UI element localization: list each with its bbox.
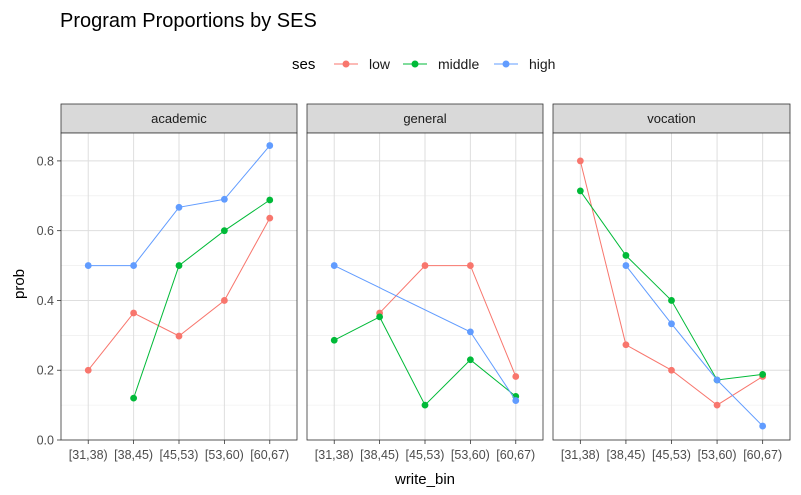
data-point-low-vocation-2	[668, 366, 675, 374]
strip-label-vocation: vocation	[647, 111, 695, 126]
data-point-high-vocation-4	[759, 422, 767, 430]
data-point-low-general-4	[512, 373, 520, 380]
data-point-high-vocation-1	[622, 262, 630, 269]
data-point-middle-general-0	[330, 336, 338, 344]
data-point-low-vocation-1	[622, 341, 630, 349]
y-tick-label-1: 0.2	[37, 364, 54, 378]
data-point-high-vocation-3	[713, 376, 721, 384]
x-tick-label-academic-0: [31,38)	[69, 448, 108, 462]
data-point-high-academic-4	[266, 142, 274, 149]
legend-item-high: high	[494, 56, 555, 72]
x-tick-label-academic-4: [60,67)	[250, 448, 289, 462]
x-tick-label-general-2: [45,53)	[406, 448, 445, 462]
data-point-low-academic-2	[175, 332, 183, 340]
facet-panels: academic [31,38) [38,45) [45,53) [53,60) [60,…	[60, 103, 791, 462]
legend-label-low: low	[369, 56, 391, 72]
series-line-high-vocation	[625, 265, 764, 427]
strip-vocation	[552, 103, 791, 134]
legend: ses low middle high	[292, 56, 555, 73]
legend-key-point-middle	[411, 60, 419, 68]
legend-title: ses	[292, 56, 315, 73]
strip-label-general: general	[403, 111, 446, 126]
data-point-middle-academic-2	[175, 262, 183, 269]
y-tick-label-4: 0.8	[37, 154, 54, 168]
chart-title: Program Proportions by SES	[60, 10, 317, 32]
data-point-low-academic-4	[266, 214, 274, 222]
data-point-low-vocation-3	[713, 401, 721, 409]
data-point-low-general-3	[466, 262, 474, 269]
x-axis-title: write_bin	[394, 471, 455, 488]
series-line-low-general	[379, 265, 517, 377]
y-axis-title: prob	[11, 269, 28, 299]
data-point-high-general-3	[466, 328, 474, 336]
data-point-high-general-0	[330, 262, 338, 269]
data-point-middle-general-1	[376, 313, 384, 321]
x-tick-label-general-4: [60,67)	[496, 448, 535, 462]
data-point-middle-academic-3	[220, 227, 228, 235]
data-point-high-academic-0	[84, 262, 92, 269]
data-point-middle-academic-1	[130, 394, 138, 402]
x-tick-label-vocation-1: [38,45)	[606, 448, 645, 462]
data-point-low-vocation-0	[576, 157, 584, 165]
data-point-high-academic-3	[220, 195, 228, 203]
panel-vocation: vocation [31,38) [38,45) [45,53) [53,60) [60,…	[552, 103, 791, 462]
x-tick-label-vocation-3: [53,60)	[698, 448, 737, 462]
data-point-middle-general-3	[466, 356, 474, 364]
x-tick-label-academic-1: [38,45)	[114, 448, 153, 462]
data-point-low-academic-0	[84, 366, 92, 374]
panel-general: general [31,38) [38,45) [45,53) [53,60) [60,6…	[306, 103, 544, 462]
data-point-low-general-2	[421, 262, 429, 269]
strip-academic	[60, 103, 298, 134]
series-line-middle-academic	[133, 199, 271, 399]
x-tick-label-academic-3: [53,60)	[205, 448, 244, 462]
y-tick-label-2: 0.4	[37, 294, 54, 308]
x-tick-label-vocation-2: [45,53)	[652, 448, 691, 462]
data-point-low-academic-3	[220, 297, 228, 304]
y-axis: 0.0 0.2 0.4 0.6 0.8	[37, 154, 61, 448]
legend-item-low: low	[334, 56, 391, 72]
panel-academic: academic [31,38) [38,45) [45,53) [53,60) [60,…	[60, 103, 298, 462]
legend-label-high: high	[529, 56, 555, 72]
x-tick-label-vocation-4: [60,67)	[743, 448, 782, 462]
data-point-middle-academic-4	[266, 196, 274, 204]
x-tick-label-general-3: [53,60)	[451, 448, 490, 462]
data-point-middle-vocation-0	[576, 187, 584, 195]
y-tick-label-3: 0.6	[37, 224, 54, 238]
data-point-middle-vocation-1	[622, 252, 630, 259]
data-point-middle-general-2	[421, 401, 429, 409]
data-point-middle-vocation-4	[759, 371, 767, 378]
data-point-middle-vocation-2	[668, 297, 675, 304]
y-tick-label-0: 0.0	[37, 434, 54, 448]
x-tick-label-general-1: [38,45)	[360, 448, 399, 462]
x-tick-label-academic-2: [45,53)	[160, 448, 199, 462]
legend-key-point-low	[342, 60, 350, 68]
strip-label-academic: academic	[151, 111, 207, 126]
data-point-high-academic-1	[130, 262, 138, 269]
x-tick-label-vocation-0: [31,38)	[561, 448, 600, 462]
x-tick-label-general-0: [31,38)	[315, 448, 354, 462]
data-point-high-vocation-2	[668, 320, 675, 328]
legend-key-point-high	[502, 60, 510, 68]
legend-item-middle: middle	[403, 56, 479, 72]
data-point-high-general-4	[512, 397, 520, 404]
data-point-low-academic-1	[130, 309, 138, 317]
data-point-high-academic-2	[175, 203, 183, 211]
legend-label-middle: middle	[438, 56, 479, 72]
